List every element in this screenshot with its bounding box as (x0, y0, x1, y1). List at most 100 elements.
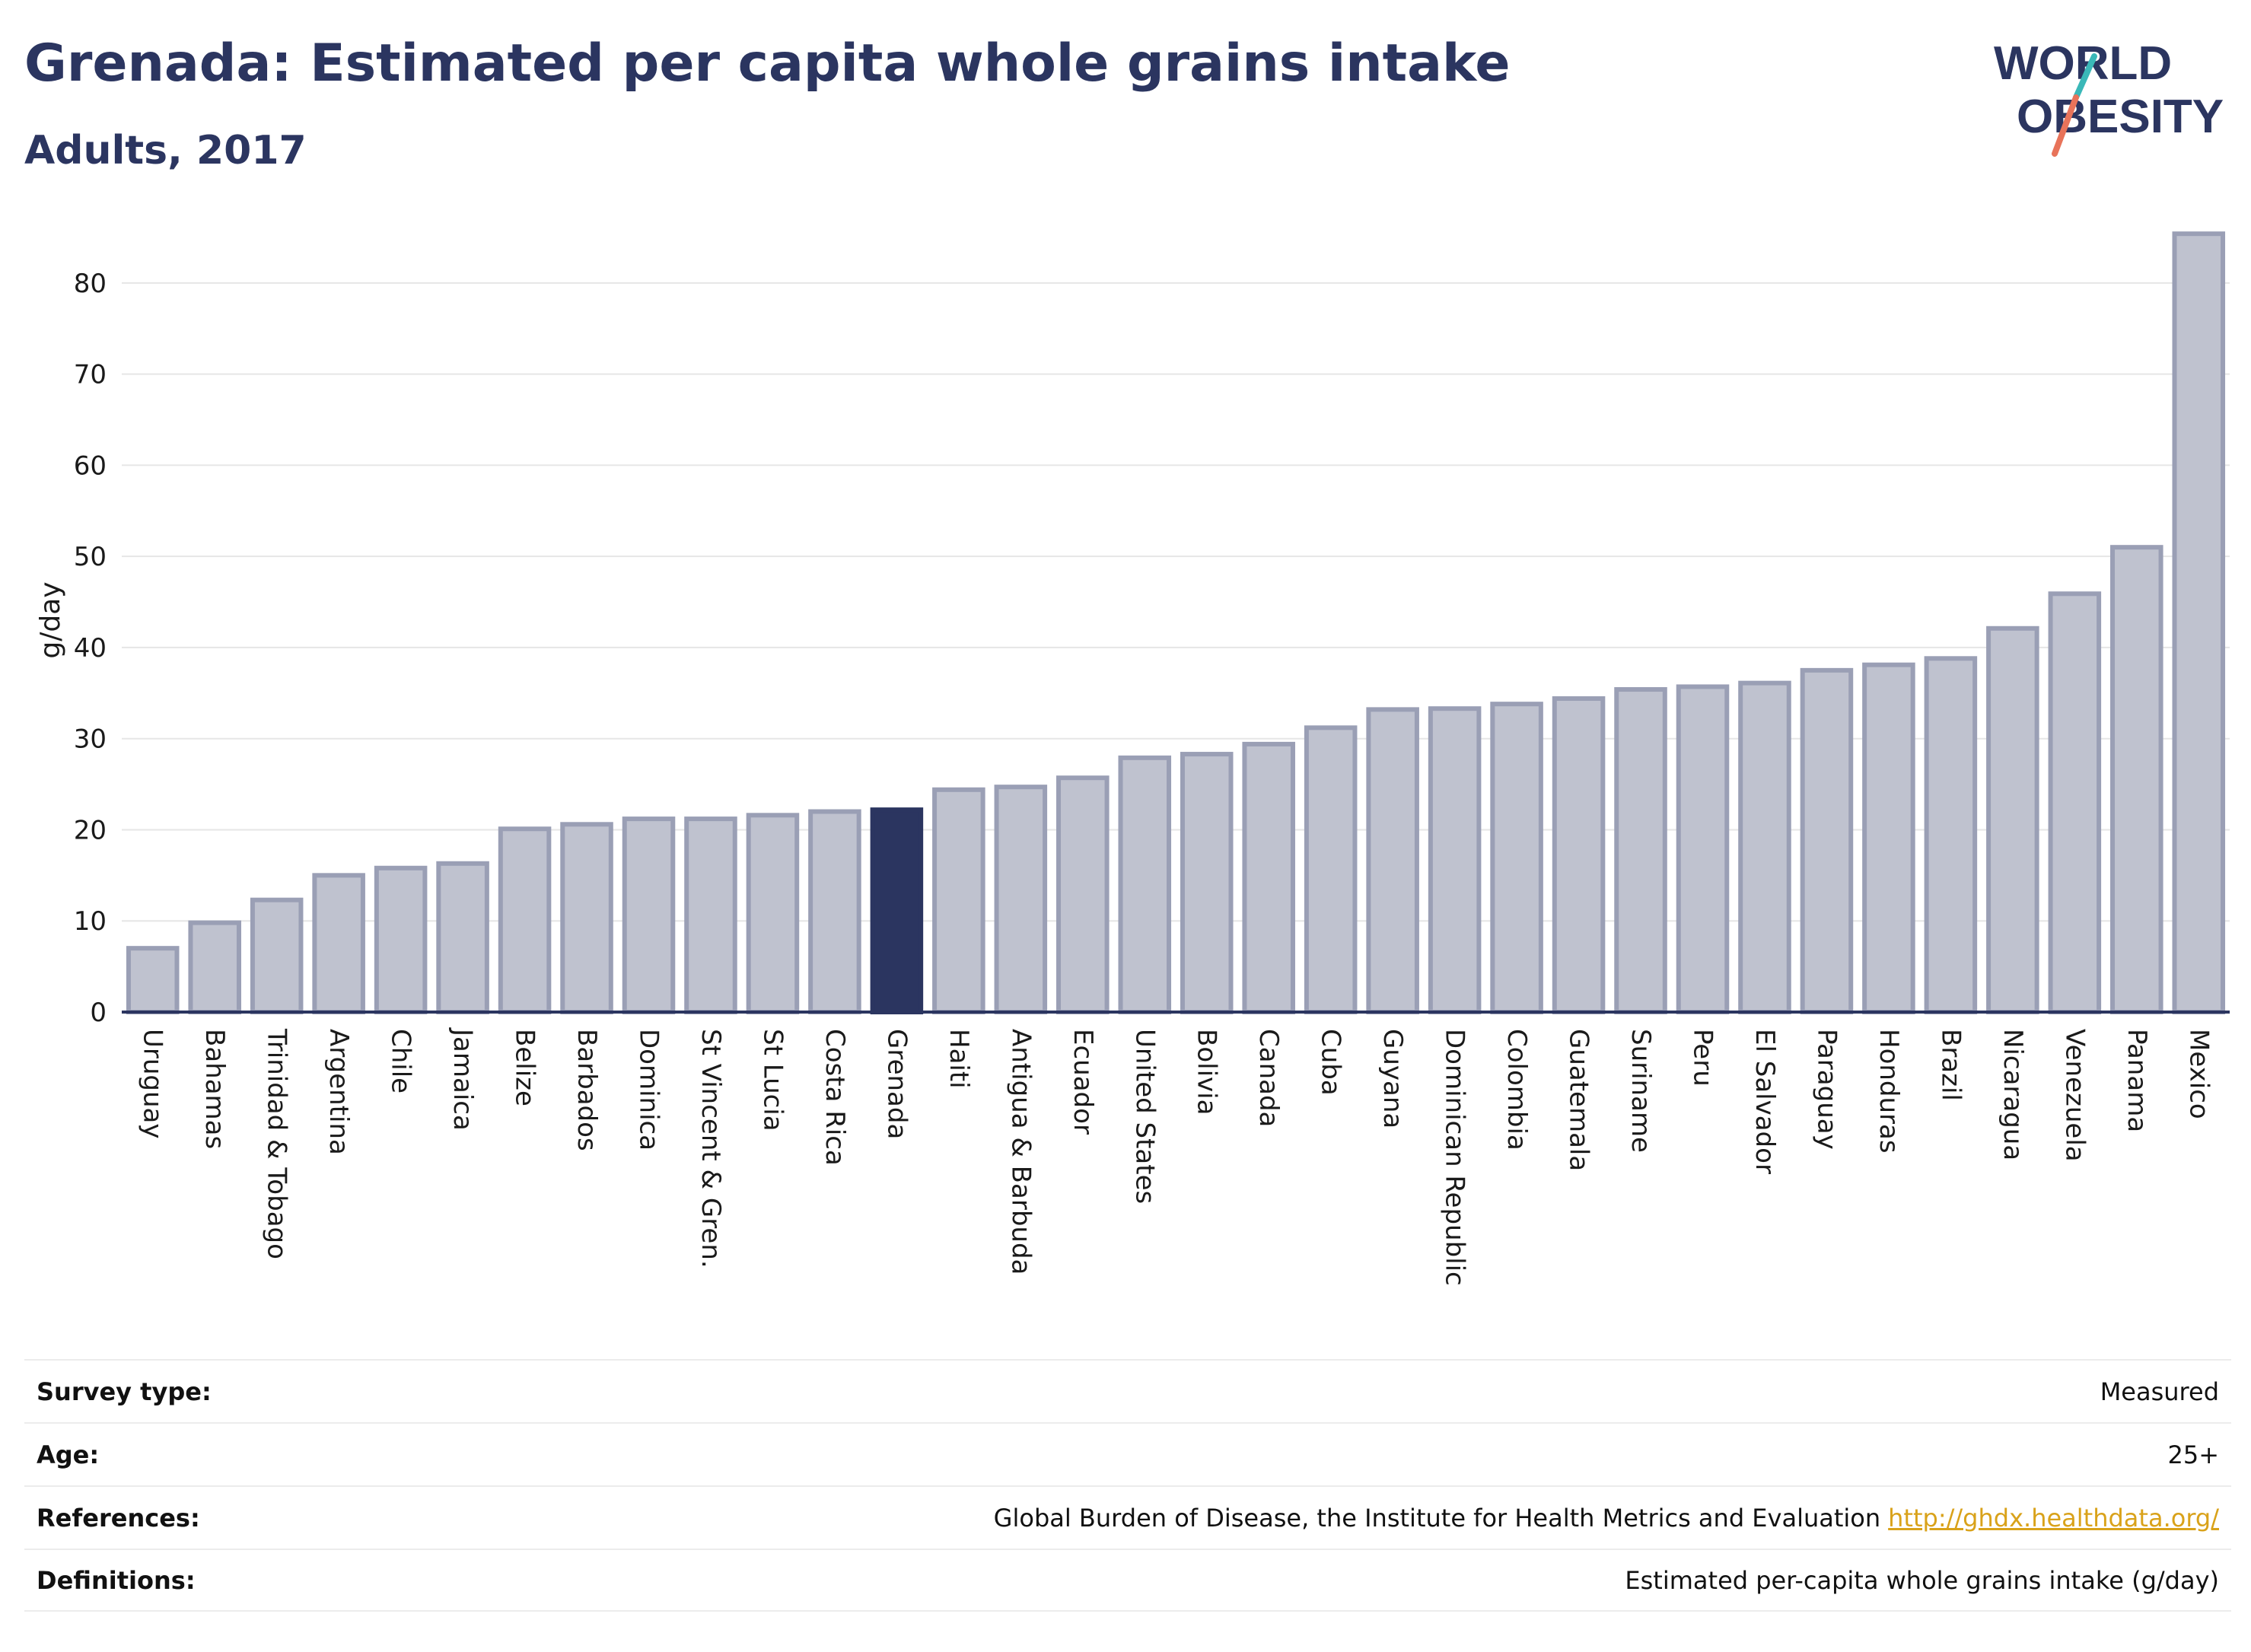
info-label: Survey type: (37, 1377, 212, 1406)
x-tick-label: St Vincent & Gren. (696, 1029, 726, 1268)
x-tick-label: Uruguay (138, 1029, 168, 1139)
y-tick-label: 80 (74, 269, 107, 299)
x-tick-label: Barbados (572, 1029, 602, 1151)
info-value: Estimated per-capita whole grains intake… (1625, 1565, 2219, 1595)
bar-chart: 0 10 20 30 40 50 60 70 80 g/day Uruguay Bahamas Trin… (35, 231, 2230, 1286)
x-tick-label: Jamaica (447, 1027, 478, 1131)
y-tick-label: 70 (74, 360, 107, 390)
x-tick-label: Venezuela (2059, 1029, 2090, 1162)
bar (1490, 702, 1543, 1014)
bar (126, 946, 180, 1015)
x-tick-label: Haiti (944, 1029, 974, 1089)
bar (188, 920, 241, 1015)
x-tick-label: Belize (510, 1029, 540, 1106)
y-tick-label: 20 (74, 815, 107, 845)
x-tick-label: Ecuador (1068, 1029, 1098, 1135)
page-title: Grenada: Estimated per capita whole grai… (24, 33, 1511, 94)
bar (994, 785, 1048, 1015)
bar (560, 822, 613, 1014)
info-label: References: (37, 1503, 200, 1533)
x-tick-label: Guyana (1377, 1029, 1408, 1128)
bar (808, 809, 861, 1014)
bar (2172, 231, 2226, 1014)
logo-slash-teal (2073, 53, 2097, 100)
y-tick-label: 60 (74, 450, 107, 481)
x-tick-label: Cuba (1316, 1029, 1346, 1096)
bar (498, 826, 552, 1015)
info-row-references: References: Global Burden of Disease, th… (24, 1485, 2231, 1549)
reference-link[interactable]: http://ghdx.healthdata.org/ (1888, 1503, 2219, 1533)
x-tick-label: Dominican Republic (1440, 1029, 1470, 1286)
x-tick-label: Trinidad & Tobago (262, 1028, 292, 1259)
x-tick-label: Paraguay (1811, 1029, 1842, 1150)
x-tick-label: Grenada (881, 1029, 912, 1139)
x-tick-label: Antigua & Barbuda (1005, 1029, 1036, 1275)
bar (2048, 591, 2102, 1014)
x-tick-label: Guatemala (1564, 1029, 1594, 1171)
bar (312, 873, 365, 1015)
bar (1924, 656, 1978, 1014)
info-label: Age: (37, 1440, 100, 1469)
x-tick-label: Mexico (2183, 1029, 2214, 1119)
bar (250, 897, 304, 1014)
x-tick-label: Dominica (634, 1029, 664, 1151)
x-tick-label: Suriname (1625, 1029, 1656, 1153)
bar (932, 787, 985, 1014)
bar (2110, 545, 2163, 1014)
y-tick-label: 30 (74, 724, 107, 755)
x-tick-label: Brazil (1935, 1029, 1966, 1101)
x-tick-label: Nicaragua (1998, 1029, 2028, 1160)
bar (1428, 706, 1482, 1015)
x-tick-label: El Salvador (1750, 1029, 1780, 1174)
info-value: Measured (2100, 1377, 2219, 1406)
y-tick-label: 10 (74, 906, 107, 937)
logo-text-obesity: OBESITY (2017, 91, 2224, 143)
y-axis-label: g/day (35, 581, 66, 658)
info-label: Definitions: (37, 1565, 196, 1595)
bar (1242, 741, 1295, 1014)
x-tick-label: Argentina (323, 1029, 354, 1155)
info-value: Global Burden of Disease, the Institute … (993, 1503, 1881, 1533)
world-obesity-logo[interactable]: WORLD OBESITY (1979, 33, 2237, 163)
bar (1676, 684, 1730, 1014)
x-tick-label: Panama (2122, 1029, 2152, 1132)
bar (870, 807, 924, 1015)
bar (1366, 707, 1419, 1014)
bar (1180, 752, 1234, 1015)
bar (1862, 662, 1915, 1014)
logo-slash-coral (2052, 94, 2079, 157)
x-tick-label: Bolivia (1192, 1029, 1222, 1115)
y-tick-label: 50 (74, 542, 107, 572)
info-table: Survey type: Measured Age: 25+ Reference… (24, 1359, 2231, 1612)
x-tick-label: Chile (386, 1029, 416, 1093)
info-value-wrap: Global Burden of Disease, the Institute … (994, 1504, 2219, 1533)
x-tick-label: Honduras (1874, 1029, 1904, 1154)
bar (746, 813, 800, 1015)
info-row-age: Age: 25+ (24, 1422, 2231, 1485)
bar (1056, 775, 1110, 1015)
bar (1986, 625, 2039, 1014)
x-tick-label: Colombia (1501, 1029, 1532, 1151)
x-tick-label: Bahamas (199, 1029, 230, 1149)
bar (1800, 667, 1854, 1014)
info-value: 25+ (2167, 1440, 2219, 1469)
info-row-definitions: Definitions: Estimated per-capita whole … (24, 1549, 2231, 1612)
x-tick-label: Peru (1688, 1029, 1718, 1087)
bar (1304, 725, 1358, 1014)
bar (684, 816, 737, 1014)
x-tick-label: United States (1129, 1029, 1160, 1204)
bar (622, 816, 676, 1014)
x-tick-label: Canada (1253, 1029, 1284, 1127)
page-subtitle: Adults, 2017 (24, 128, 307, 173)
bar (1552, 696, 1606, 1014)
x-tick-label: Costa Rica (820, 1029, 850, 1166)
bar (374, 865, 428, 1015)
bar (436, 861, 489, 1014)
y-tick-label: 0 (90, 998, 107, 1028)
bar (1738, 680, 1791, 1014)
bar (1118, 755, 1172, 1014)
bar (1614, 687, 1667, 1014)
y-tick-label: 40 (74, 633, 107, 664)
x-tick-label: St Lucia (757, 1029, 788, 1132)
info-row-survey-type: Survey type: Measured (24, 1359, 2231, 1422)
